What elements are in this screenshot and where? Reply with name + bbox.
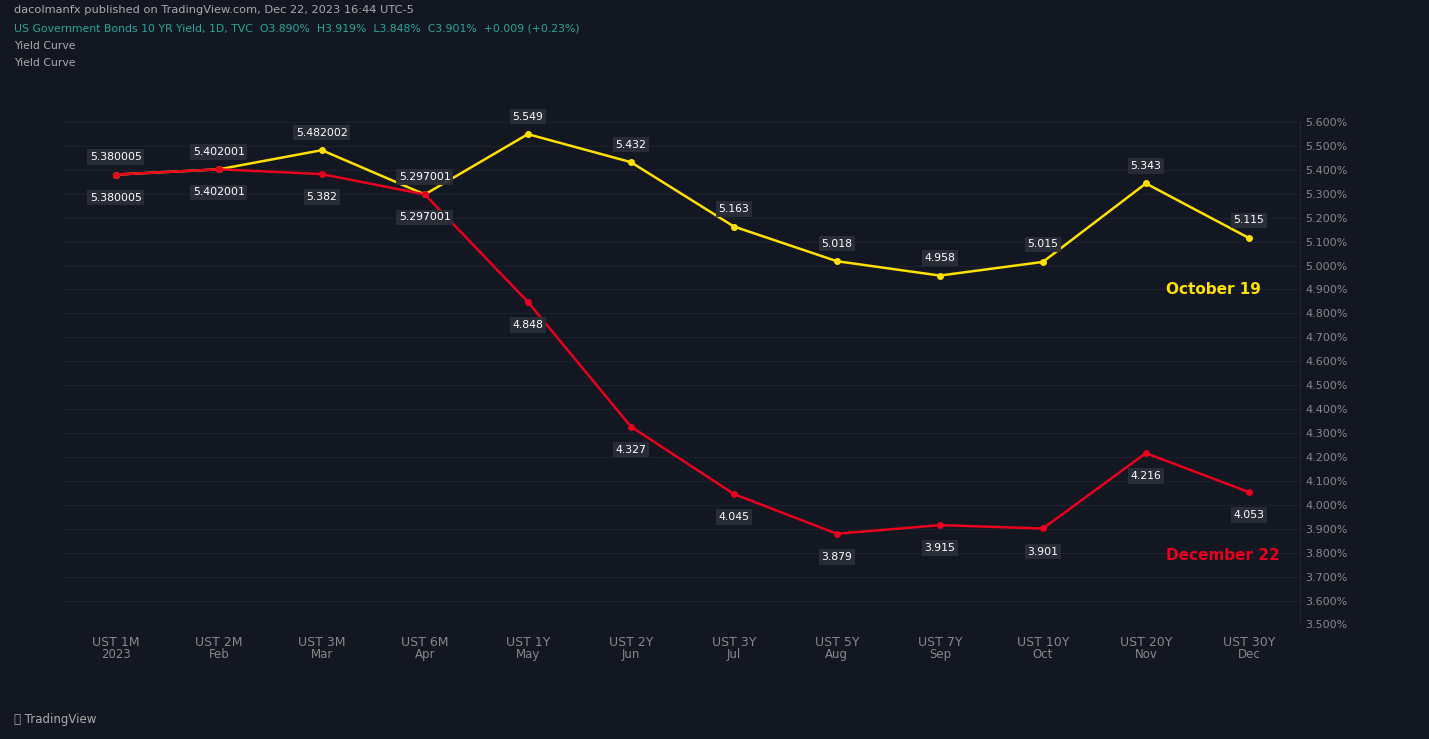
Text: dacolmanfx published on TradingView.com, Dec 22, 2023 16:44 UTC-5: dacolmanfx published on TradingView.com,… <box>14 5 414 16</box>
Text: Jun: Jun <box>622 647 640 661</box>
Text: Nov: Nov <box>1135 647 1157 661</box>
Text: Oct: Oct <box>1033 647 1053 661</box>
Text: 3.879: 3.879 <box>822 552 852 562</box>
Text: 5.402001: 5.402001 <box>193 147 244 157</box>
Text: 5.163: 5.163 <box>719 204 749 214</box>
Text: 5.297001: 5.297001 <box>399 213 450 222</box>
Text: December 22: December 22 <box>1166 548 1280 563</box>
Text: 4.045: 4.045 <box>719 512 749 522</box>
Text: 5.402001: 5.402001 <box>193 188 244 197</box>
Text: Yield Curve: Yield Curve <box>14 58 76 68</box>
Text: 4.848: 4.848 <box>513 320 543 330</box>
Text: 4.053: 4.053 <box>1233 510 1265 520</box>
Text: 5.115: 5.115 <box>1233 216 1265 225</box>
Text: 4.216: 4.216 <box>1130 471 1162 481</box>
Text: Jul: Jul <box>727 647 742 661</box>
Text: US Government Bonds 10 YR Yield, 1D, TVC  O3.890%  H3.919%  L3.848%  C3.901%  +0: US Government Bonds 10 YR Yield, 1D, TVC… <box>14 24 580 34</box>
Text: 3.901: 3.901 <box>1027 547 1059 556</box>
Text: 4.958: 4.958 <box>925 253 956 263</box>
Text: Sep: Sep <box>929 647 950 661</box>
Text: 5.343: 5.343 <box>1130 161 1162 171</box>
Text: ⧈ TradingView: ⧈ TradingView <box>14 712 97 726</box>
Text: 5.018: 5.018 <box>822 239 852 249</box>
Text: 5.015: 5.015 <box>1027 239 1059 250</box>
Text: 5.549: 5.549 <box>513 112 543 122</box>
Text: 2023: 2023 <box>101 647 130 661</box>
Text: Aug: Aug <box>826 647 849 661</box>
Text: 5.432: 5.432 <box>616 140 646 149</box>
Text: 5.482002: 5.482002 <box>296 128 347 137</box>
Text: 3.915: 3.915 <box>925 543 956 554</box>
Text: Mar: Mar <box>310 647 333 661</box>
Text: May: May <box>516 647 540 661</box>
Text: 5.380005: 5.380005 <box>90 152 141 162</box>
Text: 5.297001: 5.297001 <box>399 172 450 182</box>
Text: Yield Curve: Yield Curve <box>14 41 76 52</box>
Text: Dec: Dec <box>1238 647 1260 661</box>
Text: 5.382: 5.382 <box>306 192 337 202</box>
Text: Apr: Apr <box>414 647 434 661</box>
Text: 4.327: 4.327 <box>616 445 646 454</box>
Text: 5.380005: 5.380005 <box>90 193 141 202</box>
Text: October 19: October 19 <box>1166 282 1262 297</box>
Text: Feb: Feb <box>209 647 229 661</box>
